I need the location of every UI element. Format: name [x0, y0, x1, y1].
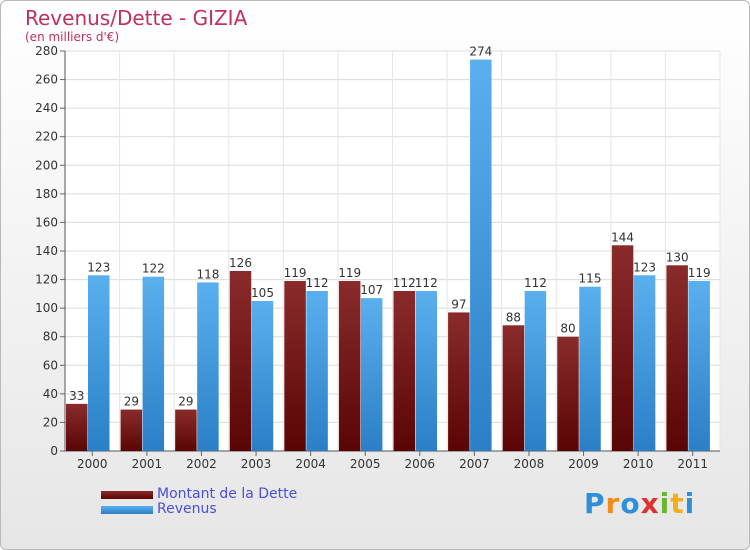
bar-debt — [175, 409, 197, 451]
x-tick-label: 2000 — [77, 457, 108, 471]
data-label-debt: 119 — [284, 266, 307, 280]
data-label-debt: 112 — [393, 276, 416, 290]
data-label-debt: 29 — [178, 395, 193, 409]
bar-debt — [393, 291, 415, 451]
y-tick-label: 260 — [35, 73, 58, 87]
y-tick-label: 200 — [35, 158, 58, 172]
x-tick-label: 2001 — [132, 457, 163, 471]
y-tick-label: 100 — [35, 301, 58, 315]
data-label-revenue: 122 — [142, 262, 165, 276]
bar-revenue — [251, 301, 274, 451]
bar-revenue — [524, 291, 547, 451]
bar-debt — [120, 409, 143, 451]
bar-revenue — [142, 276, 165, 451]
data-label-debt: 33 — [69, 389, 84, 403]
data-label-revenue: 119 — [688, 266, 711, 280]
bar-revenue — [415, 291, 437, 451]
bar-debt — [666, 265, 688, 451]
bar-revenue — [197, 282, 219, 451]
y-tick-label: 40 — [43, 387, 58, 401]
data-label-revenue: 105 — [251, 286, 274, 300]
y-tick-label: 220 — [35, 130, 58, 144]
data-label-revenue: 107 — [360, 283, 383, 297]
data-label-revenue: 123 — [87, 260, 110, 274]
x-tick-label: 2005 — [350, 457, 381, 471]
bar-revenue — [579, 286, 601, 451]
x-tick-label: 2006 — [405, 457, 436, 471]
y-tick-label: 140 — [35, 244, 58, 258]
bar-revenue — [470, 59, 492, 451]
x-tick-label: 2009 — [568, 457, 599, 471]
bar-revenue — [360, 298, 383, 451]
data-label-debt: 130 — [666, 250, 689, 264]
data-label-debt: 88 — [506, 310, 521, 324]
y-tick-label: 60 — [43, 358, 58, 372]
data-label-debt: 29 — [124, 395, 139, 409]
bar-debt — [611, 245, 634, 451]
bar-debt — [284, 281, 306, 451]
data-label-debt: 126 — [229, 256, 252, 270]
data-label-revenue: 112 — [415, 276, 438, 290]
y-tick-label: 280 — [35, 44, 58, 58]
x-tick-label: 2004 — [295, 457, 326, 471]
data-label-debt: 97 — [451, 297, 466, 311]
y-tick-label: 120 — [35, 273, 58, 287]
logo-letter: x — [640, 487, 660, 520]
x-tick-label: 2007 — [459, 457, 490, 471]
bar-debt — [229, 271, 252, 451]
legend-swatch-debt — [101, 491, 153, 499]
legend-label-revenue: Revenus — [157, 501, 217, 517]
x-tick-label: 2008 — [514, 457, 545, 471]
y-tick-label: 180 — [35, 187, 58, 201]
bar-debt — [448, 312, 470, 451]
y-tick-label: 20 — [43, 415, 58, 429]
chart-title: Revenus/Dette - GIZIA — [25, 6, 248, 30]
data-label-revenue: 118 — [196, 267, 219, 281]
logo-letter: P — [584, 487, 606, 520]
y-tick-label: 240 — [35, 101, 58, 115]
logo-letter: i — [684, 487, 696, 520]
bar-debt — [66, 403, 88, 451]
legend-label-debt: Montant de la Dette — [157, 486, 298, 502]
y-tick-label: 0 — [50, 444, 58, 458]
x-tick-label: 2011 — [677, 457, 708, 471]
data-label-debt: 119 — [338, 266, 361, 280]
x-tick-label: 2003 — [241, 457, 272, 471]
data-label-revenue: 112 — [306, 276, 329, 290]
bar-revenue — [306, 291, 328, 451]
y-tick-label: 80 — [43, 330, 58, 344]
data-label-revenue: 123 — [633, 260, 656, 274]
data-label-debt: 80 — [560, 322, 575, 336]
bar-debt — [338, 281, 361, 451]
bar-revenue — [88, 275, 110, 451]
x-tick-label: 2010 — [623, 457, 654, 471]
logo-letter: r — [605, 487, 621, 520]
x-tick-label: 2002 — [186, 457, 217, 471]
proxiti-logo: Proxiti — [584, 487, 695, 520]
data-label-debt: 144 — [611, 230, 634, 244]
logo-letter: i — [659, 487, 671, 520]
data-label-revenue: 274 — [469, 45, 492, 59]
y-tick-label: 160 — [35, 215, 58, 229]
bar-revenue — [633, 275, 656, 451]
data-label-revenue: 112 — [524, 276, 547, 290]
data-label-revenue: 115 — [579, 272, 602, 286]
bar-debt — [502, 325, 525, 451]
logo-letter: t — [670, 487, 685, 520]
legend-swatch-revenue — [101, 506, 153, 514]
bar-debt — [557, 336, 579, 451]
bar-revenue — [688, 281, 710, 451]
logo-letter: o — [620, 487, 641, 520]
chart-subtitle: (en milliers d'€) — [25, 30, 120, 44]
